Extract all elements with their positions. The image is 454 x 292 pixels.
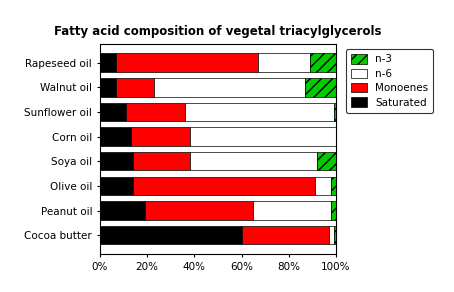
Bar: [100, 226, 242, 244]
Bar: [331, 177, 336, 195]
Bar: [100, 201, 145, 220]
Bar: [100, 152, 133, 171]
Legend: n-3, n-6, Monoenes, Saturated: n-3, n-6, Monoenes, Saturated: [346, 49, 434, 113]
Bar: [258, 53, 310, 72]
Bar: [331, 201, 336, 220]
Bar: [131, 127, 190, 146]
Bar: [100, 127, 131, 146]
Title: Fatty acid composition of vegetal triacylglycerols: Fatty acid composition of vegetal triacy…: [54, 25, 382, 39]
Bar: [133, 152, 190, 171]
Bar: [126, 103, 185, 121]
Bar: [334, 226, 336, 244]
Bar: [154, 78, 305, 97]
Bar: [329, 226, 334, 244]
Bar: [100, 78, 116, 97]
Bar: [190, 152, 317, 171]
Bar: [334, 103, 336, 121]
Bar: [116, 78, 154, 97]
Bar: [116, 53, 258, 72]
Bar: [100, 53, 116, 72]
Bar: [190, 127, 336, 146]
Bar: [253, 201, 331, 220]
Bar: [317, 152, 336, 171]
Bar: [305, 78, 336, 97]
Bar: [315, 177, 331, 195]
Bar: [100, 103, 126, 121]
Bar: [145, 201, 253, 220]
Bar: [242, 226, 329, 244]
Bar: [310, 53, 336, 72]
Bar: [133, 177, 315, 195]
Bar: [100, 177, 133, 195]
Bar: [185, 103, 334, 121]
